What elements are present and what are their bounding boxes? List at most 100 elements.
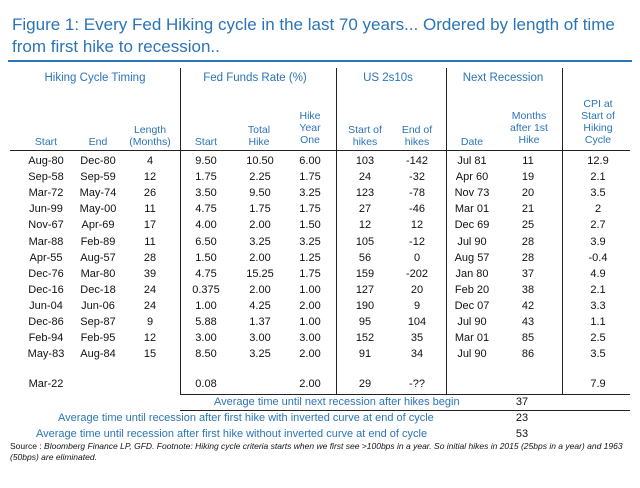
cell-end: Feb-89 bbox=[80, 236, 116, 248]
table-row-current-cycle: Mar-22 0.08 2.00 29 -?? 7.9 bbox=[0, 376, 640, 392]
cell-start-of-hikes: 103 bbox=[355, 155, 375, 167]
cell-start: May-83 bbox=[27, 348, 65, 360]
summary-label: Average time until recession after first… bbox=[58, 412, 434, 424]
cell-hike-year-one: 3.25 bbox=[299, 187, 321, 199]
table-row: Feb-94 Feb-95 12 3.00 3.00 3.00 152 35 Mar 01 85 2… bbox=[0, 330, 640, 346]
cell-ffr-start: 8.50 bbox=[195, 348, 217, 360]
cell-recession-date: Dec 07 bbox=[454, 300, 490, 312]
column-header-end-of-hikes: End of hikes bbox=[401, 124, 433, 148]
cell-start-of-hikes: 24 bbox=[358, 171, 372, 183]
cell-months-after: 28 bbox=[521, 236, 535, 248]
cell-cpi: 1.1 bbox=[590, 316, 606, 328]
table-row: May-83 Aug-84 15 8.50 3.25 2.00 91 34 Jul 90 86 3.… bbox=[0, 346, 640, 362]
cell-recession-date: Mar 01 bbox=[454, 203, 490, 215]
cell-cpi: 2.5 bbox=[590, 332, 606, 344]
table-row: Apr-55 Aug-57 28 1.50 2.00 1.25 56 0 Aug 57 28 -0.… bbox=[0, 250, 640, 266]
cell-start-of-hikes: 56 bbox=[358, 252, 372, 264]
cell-months-after: 37 bbox=[521, 268, 535, 280]
cell-end-of-hikes: -78 bbox=[409, 187, 425, 199]
cell-start: Mar-72 bbox=[28, 187, 64, 199]
cell-start: Apr-55 bbox=[29, 252, 63, 264]
summary-value: 53 bbox=[515, 428, 529, 440]
column-header-start-of-hikes: Start of hikes bbox=[348, 124, 382, 148]
cell-end-of-hikes: 34 bbox=[410, 348, 424, 360]
cell-end: Sep-59 bbox=[80, 171, 116, 183]
cell-start: Dec-86 bbox=[28, 316, 64, 328]
table-row: Dec-16 Dec-18 24 0.375 2.00 1.00 127 20 Feb 20 38… bbox=[0, 282, 640, 298]
cell-end: May-74 bbox=[79, 187, 117, 199]
cell-months-after: 43 bbox=[521, 316, 535, 328]
cell-length: 15 bbox=[143, 348, 157, 360]
cell-hike-year-one: 1.25 bbox=[299, 252, 321, 264]
cell-hike-year-one: 3.25 bbox=[299, 236, 321, 248]
cell-start-of-hikes: 12 bbox=[358, 219, 372, 231]
cell-months-after: 86 bbox=[521, 348, 535, 360]
cell-end: May-00 bbox=[79, 203, 117, 215]
cell-end: Dec-80 bbox=[80, 155, 116, 167]
cell-hike-year-one: 1.75 bbox=[299, 203, 321, 215]
cell-total-hike: 15.25 bbox=[246, 268, 274, 280]
cell-start-of-hikes: 190 bbox=[355, 300, 375, 312]
column-header-length: Length (Months) bbox=[129, 124, 171, 148]
cell-recession-date: Jul 90 bbox=[457, 316, 487, 328]
cell-hike-year-one: 1.00 bbox=[299, 284, 321, 296]
cell-ffr-start: 1.75 bbox=[195, 171, 217, 183]
cell-ffr-start: 6.50 bbox=[195, 236, 217, 248]
cell-total-hike: 2.00 bbox=[249, 284, 271, 296]
cell-recession-date: Dec 69 bbox=[454, 219, 490, 231]
cell-ffr-start: 3.00 bbox=[195, 332, 217, 344]
table-row: Sep-58 Sep-59 12 1.75 2.25 1.75 24 -32 Apr 60 19 2… bbox=[0, 169, 640, 185]
column-divider bbox=[562, 68, 563, 394]
cell-months-after: 85 bbox=[521, 332, 535, 344]
cell-months-after: 28 bbox=[521, 252, 535, 264]
summary-value: 37 bbox=[515, 396, 529, 408]
cell-cpi: 2.7 bbox=[590, 219, 606, 231]
cell-months-after: 11 bbox=[522, 155, 534, 167]
cell-hike-year-one: 1.50 bbox=[299, 219, 321, 231]
cell-length: 4 bbox=[146, 155, 154, 167]
cell-hike-year-one: 1.00 bbox=[299, 316, 321, 328]
cell-start: Jun-99 bbox=[29, 203, 63, 215]
cell-ffr-start: 5.88 bbox=[195, 316, 217, 328]
cell-end-of-hikes: -32 bbox=[409, 171, 425, 183]
cell-recession-date: Jan 80 bbox=[455, 268, 489, 280]
cell-start-of-hikes: 91 bbox=[358, 348, 372, 360]
column-header-hike-year-one: Hike Year One bbox=[299, 110, 321, 146]
table-row: Mar-72 May-74 26 3.50 9.50 3.25 123 -78 Nov 73 20… bbox=[0, 185, 640, 201]
cell-end-of-hikes: -202 bbox=[405, 268, 429, 280]
cell-length: 39 bbox=[143, 268, 157, 280]
cell-hike-year-one: 2.00 bbox=[299, 300, 321, 312]
cell-total-hike: 10.50 bbox=[246, 155, 274, 167]
cell-start: Dec-76 bbox=[28, 268, 64, 280]
cell-end: Feb-95 bbox=[80, 332, 116, 344]
cell-start: Jun-04 bbox=[29, 300, 63, 312]
cell-hike-year-one: 3.00 bbox=[299, 332, 321, 344]
cell-hike-year-one: 1.75 bbox=[299, 268, 321, 280]
cell-start-of-hikes: 159 bbox=[355, 268, 375, 280]
column-header-end: End bbox=[88, 136, 108, 148]
summary-value: 23 bbox=[515, 412, 529, 424]
cell-ffr-start: 0.375 bbox=[192, 284, 220, 296]
cell-start-of-hikes: 27 bbox=[358, 203, 372, 215]
cell-total-hike: 2.25 bbox=[249, 171, 271, 183]
summary-label: Average time until next recession after … bbox=[214, 396, 460, 408]
cell-recession-date: Apr 60 bbox=[455, 171, 489, 183]
group-header-timing: Hiking Cycle Timing bbox=[44, 72, 146, 84]
cell-recession-date: Feb 20 bbox=[454, 284, 490, 296]
cell-months-after: 21 bbox=[521, 203, 535, 215]
cell-months-after: 38 bbox=[521, 284, 535, 296]
cell-cpi: 7.9 bbox=[590, 378, 606, 390]
column-header-months-after: Months after 1st Hike bbox=[510, 110, 548, 146]
table-row: Aug-80 Dec-80 4 9.50 10.50 6.00 103 -142 Jul 81 1… bbox=[0, 153, 640, 169]
cell-total-hike: 1.75 bbox=[249, 203, 271, 215]
cell-end-of-hikes: 104 bbox=[407, 316, 427, 328]
cell-total-hike: 2.00 bbox=[249, 219, 271, 231]
cell-start-of-hikes: 29 bbox=[358, 378, 372, 390]
cell-hike-year-one: 2.00 bbox=[299, 378, 321, 390]
cell-recession-date: Jul 81 bbox=[457, 155, 487, 167]
cell-recession-date: Mar 01 bbox=[454, 332, 490, 344]
figure-title: Figure 1: Every Fed Hiking cycle in the … bbox=[12, 15, 615, 56]
source-prefix: Source : bbox=[10, 441, 42, 451]
cell-recession-date: Nov 73 bbox=[454, 187, 490, 199]
cell-start-of-hikes: 127 bbox=[355, 284, 375, 296]
